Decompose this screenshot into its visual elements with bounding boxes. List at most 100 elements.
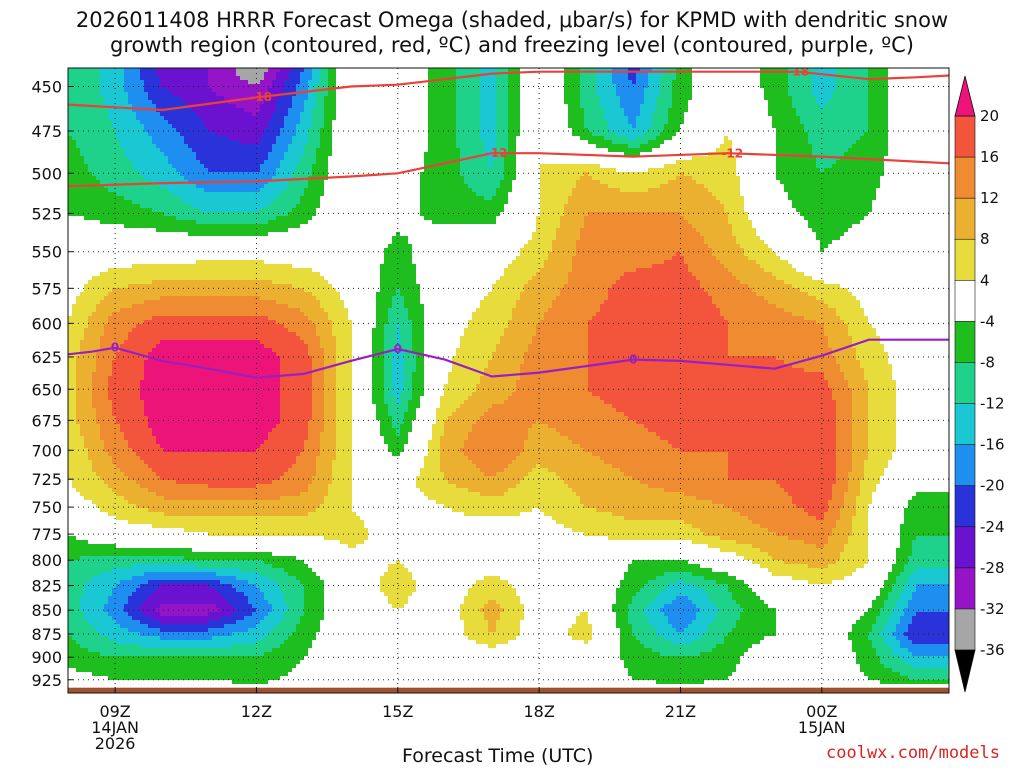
omega-cell: [676, 140, 681, 145]
omega-cell: [160, 80, 165, 85]
omega-cell: [500, 108, 505, 113]
omega-cell: [96, 144, 101, 149]
omega-cell: [732, 80, 737, 85]
omega-cell: [192, 116, 197, 121]
omega-cell: [932, 88, 937, 93]
omega-cell: [608, 144, 613, 149]
omega-cell: [388, 124, 393, 129]
omega-cell: [628, 96, 633, 101]
omega-cell: [452, 120, 457, 125]
omega-cell: [752, 112, 757, 117]
omega-cell: [344, 152, 349, 157]
omega-cell: [264, 152, 269, 157]
omega-cell: [152, 128, 157, 133]
omega-cell: [312, 120, 317, 125]
omega-cell: [300, 96, 305, 101]
omega-cell: [692, 96, 697, 101]
omega-cell: [844, 92, 849, 97]
omega-cell: [216, 96, 221, 101]
omega-cell: [188, 96, 193, 101]
omega-cell: [856, 140, 861, 145]
omega-cell: [200, 96, 205, 101]
omega-cell: [616, 88, 621, 93]
omega-cell: [772, 136, 777, 141]
omega-cell: [480, 148, 485, 153]
omega-cell: [308, 104, 313, 109]
omega-cell: [112, 88, 117, 93]
omega-cell: [808, 144, 813, 149]
omega-cell: [488, 136, 493, 141]
omega-cell: [112, 152, 117, 157]
omega-cell: [220, 116, 225, 121]
omega-cell: [796, 116, 801, 121]
omega-cell: [152, 104, 157, 109]
omega-cell: [588, 100, 593, 105]
omega-cell: [896, 148, 901, 153]
omega-cell: [208, 108, 213, 113]
omega-cell: [684, 128, 689, 133]
omega-cell: [628, 76, 633, 81]
omega-cell: [432, 92, 437, 97]
omega-cell: [924, 116, 929, 121]
omega-cell: [820, 144, 825, 149]
omega-cell: [836, 92, 841, 97]
omega-cell: [792, 124, 797, 129]
omega-cell: [316, 152, 321, 157]
omega-cell: [776, 116, 781, 121]
omega-cell: [444, 124, 449, 129]
omega-cell: [480, 92, 485, 97]
omega-cell: [120, 140, 125, 145]
omega-cell: [600, 80, 605, 85]
omega-cell: [284, 120, 289, 125]
omega-cell: [244, 144, 249, 149]
omega-cell: [740, 104, 745, 109]
omega-cell: [488, 120, 493, 125]
omega-cell: [764, 100, 769, 105]
omega-cell: [600, 120, 605, 125]
omega-cell: [204, 112, 209, 117]
omega-cell: [356, 124, 361, 129]
omega-cell: [524, 140, 529, 145]
omega-cell: [784, 104, 789, 109]
omega-cell: [820, 84, 825, 89]
omega-cell: [824, 132, 829, 137]
omega-cell: [508, 88, 513, 93]
omega-cell: [808, 100, 813, 105]
omega-cell: [732, 76, 737, 81]
omega-cell: [264, 124, 269, 129]
omega-cell: [460, 148, 465, 153]
omega-cell: [832, 100, 837, 105]
omega-cell: [640, 80, 645, 85]
omega-cell: [188, 80, 193, 85]
omega-cell: [892, 84, 897, 89]
omega-cell: [852, 92, 857, 97]
omega-cell: [104, 88, 109, 93]
omega-cell: [848, 136, 853, 141]
omega-cell: [648, 120, 653, 125]
omega-cell: [160, 104, 165, 109]
omega-cell: [500, 128, 505, 133]
omega-cell: [808, 140, 813, 145]
omega-cell: [712, 128, 717, 133]
omega-cell: [504, 80, 509, 85]
omega-cell: [236, 152, 241, 157]
omega-cell: [612, 112, 617, 117]
omega-cell: [916, 72, 921, 77]
omega-cell: [716, 140, 721, 145]
omega-cell: [476, 144, 481, 149]
omega-cell: [648, 148, 653, 153]
omega-cell: [128, 156, 133, 161]
omega-cell: [596, 88, 601, 93]
omega-cell: [96, 132, 101, 137]
omega-cell: [280, 84, 285, 89]
omega-cell: [300, 152, 305, 157]
omega-cell: [472, 144, 477, 149]
omega-cell: [632, 76, 637, 81]
omega-cell: [424, 68, 429, 73]
omega-cell: [788, 108, 793, 113]
omega-cell: [164, 144, 169, 149]
omega-cell: [132, 108, 137, 113]
omega-cell: [752, 100, 757, 105]
omega-cell: [792, 132, 797, 137]
omega-cell: [348, 152, 353, 157]
